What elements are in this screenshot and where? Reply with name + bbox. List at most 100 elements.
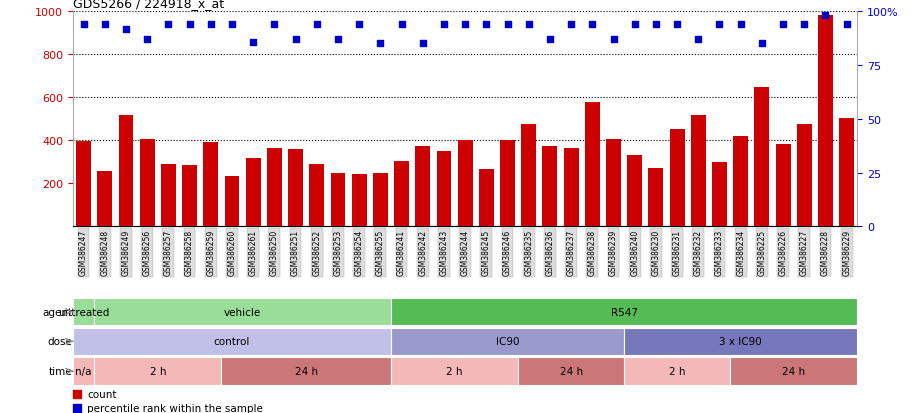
Text: 2 h: 2 h xyxy=(149,366,166,376)
Bar xyxy=(288,150,302,227)
Point xyxy=(627,22,641,28)
Bar xyxy=(221,358,391,385)
Point xyxy=(521,22,536,28)
Bar xyxy=(457,141,472,227)
Point xyxy=(478,22,493,28)
Bar xyxy=(415,146,430,227)
Text: time: time xyxy=(49,366,73,376)
Bar xyxy=(73,328,391,355)
Bar xyxy=(817,16,832,227)
Point xyxy=(711,22,726,28)
Text: n/a: n/a xyxy=(76,366,92,376)
Point xyxy=(97,22,112,28)
Point xyxy=(415,40,430,47)
Point xyxy=(669,22,683,28)
Bar xyxy=(517,358,623,385)
Bar xyxy=(73,298,94,325)
Text: agent: agent xyxy=(43,307,73,317)
Bar xyxy=(436,152,451,227)
Bar xyxy=(648,169,662,227)
Bar xyxy=(584,102,599,227)
Bar xyxy=(76,142,91,227)
Point xyxy=(352,22,366,28)
Point xyxy=(753,40,768,47)
Text: 2 h: 2 h xyxy=(668,366,684,376)
Bar xyxy=(691,115,705,227)
Text: GDS5266 / 224918_x_at: GDS5266 / 224918_x_at xyxy=(73,0,224,10)
Bar xyxy=(160,164,176,227)
Bar xyxy=(203,143,218,227)
Point xyxy=(331,37,345,43)
Text: vehicle: vehicle xyxy=(224,307,261,317)
Point xyxy=(161,22,176,28)
Bar xyxy=(730,358,856,385)
Bar xyxy=(732,137,747,227)
Bar xyxy=(775,144,790,227)
Point xyxy=(817,12,832,19)
Bar xyxy=(224,176,239,227)
Bar xyxy=(352,174,366,227)
Point xyxy=(373,40,387,47)
Bar xyxy=(796,125,811,227)
Point xyxy=(775,22,790,28)
Text: count: count xyxy=(87,389,117,399)
Point xyxy=(77,22,91,28)
Bar xyxy=(499,141,515,227)
Point xyxy=(648,22,662,28)
Bar xyxy=(478,170,493,227)
Bar xyxy=(627,156,641,227)
Bar xyxy=(73,358,94,385)
Point xyxy=(288,37,302,43)
Bar xyxy=(245,158,261,227)
Point xyxy=(732,22,747,28)
Bar xyxy=(94,358,221,385)
Point xyxy=(69,391,84,397)
Bar xyxy=(267,149,281,227)
Point xyxy=(246,39,261,46)
Bar xyxy=(330,173,345,227)
Bar xyxy=(669,129,684,227)
Point xyxy=(267,22,281,28)
Point xyxy=(838,22,853,28)
Point xyxy=(436,22,451,28)
Text: 24 h: 24 h xyxy=(559,366,582,376)
Bar xyxy=(394,161,408,227)
Point xyxy=(224,22,239,28)
Bar xyxy=(521,125,536,227)
Text: 24 h: 24 h xyxy=(294,366,317,376)
Point xyxy=(606,37,620,43)
Bar xyxy=(391,298,856,325)
Bar xyxy=(94,298,391,325)
Text: R547: R547 xyxy=(610,307,637,317)
Bar xyxy=(391,328,623,355)
Point xyxy=(499,22,514,28)
Text: untreated: untreated xyxy=(57,307,109,317)
Bar xyxy=(563,149,578,227)
Bar xyxy=(391,358,517,385)
Text: 24 h: 24 h xyxy=(782,366,804,376)
Point xyxy=(182,22,197,28)
Point xyxy=(542,37,557,43)
Text: 3 x IC90: 3 x IC90 xyxy=(719,337,762,347)
Text: 2 h: 2 h xyxy=(445,366,462,376)
Point xyxy=(584,22,599,28)
Point xyxy=(563,22,578,28)
Bar xyxy=(838,119,854,227)
Point xyxy=(691,37,705,43)
Bar xyxy=(97,171,112,227)
Point xyxy=(203,22,218,28)
Bar xyxy=(623,358,730,385)
Point xyxy=(69,404,84,411)
Bar xyxy=(753,88,769,227)
Point xyxy=(796,22,811,28)
Bar xyxy=(711,162,726,227)
Bar xyxy=(542,146,557,227)
Bar xyxy=(373,173,387,227)
Point xyxy=(118,26,133,33)
Text: control: control xyxy=(213,337,250,347)
Point xyxy=(139,37,154,43)
Text: IC90: IC90 xyxy=(496,337,518,347)
Bar xyxy=(118,115,133,227)
Bar xyxy=(309,164,323,227)
Text: dose: dose xyxy=(47,337,73,347)
